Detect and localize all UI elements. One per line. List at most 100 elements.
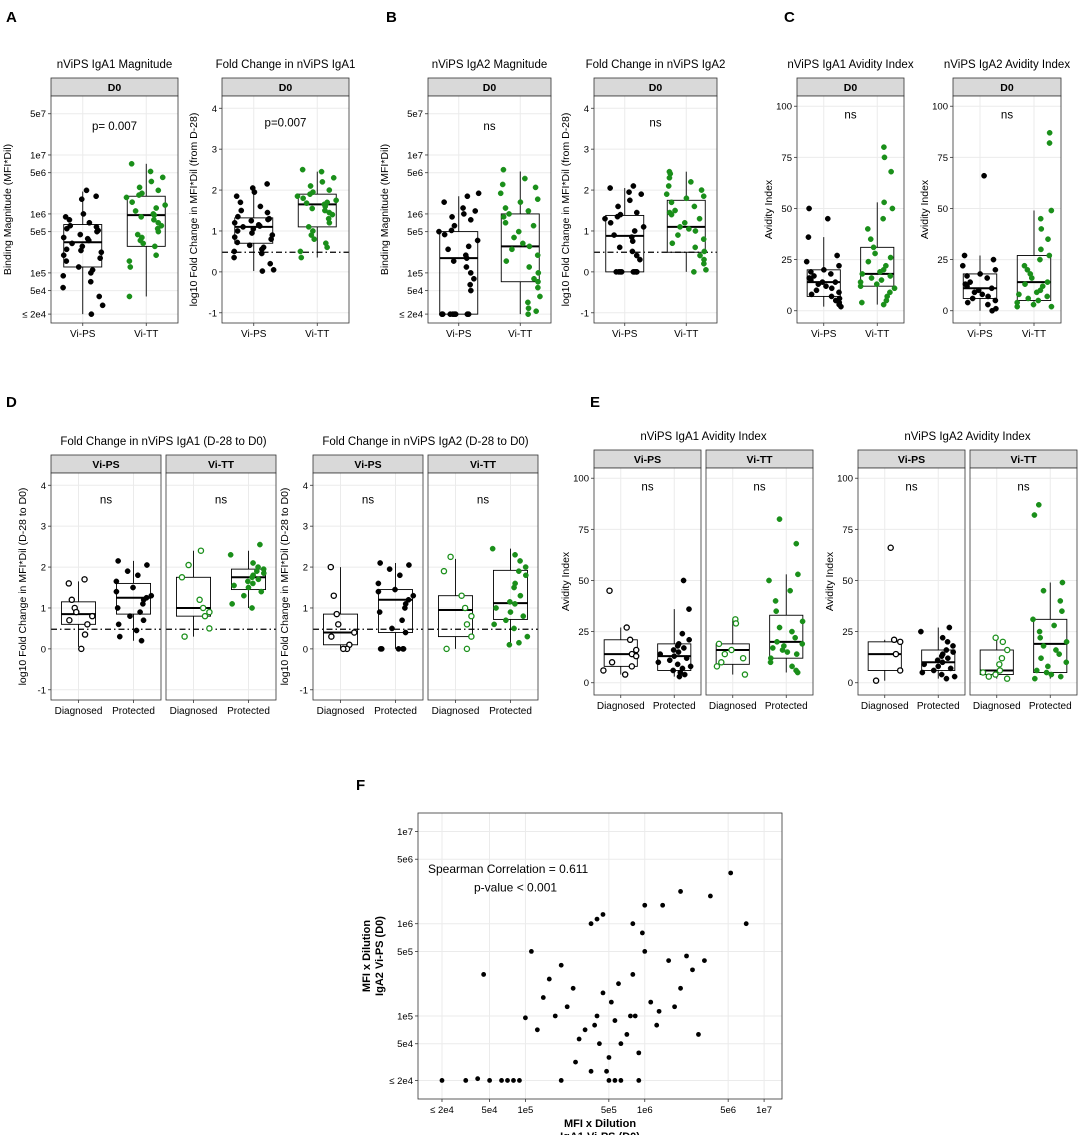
data-point-e2-1-11: [939, 659, 946, 666]
data-point-a1-0-0: [83, 187, 90, 194]
strip-label-e2-1: Vi-TT: [1010, 454, 1037, 466]
data-point-b1-1-0: [500, 166, 507, 173]
data-point-d1-1-12: [137, 609, 143, 615]
data-point-a1-0-9: [64, 225, 70, 232]
data-point-b2-1-2: [666, 174, 673, 181]
data-point-a2-1-3: [319, 179, 326, 185]
scatter-point-57: [594, 916, 600, 922]
data-point-a1-0-4: [62, 214, 69, 220]
data-point-b1-0-20: [471, 275, 477, 282]
data-point-d2-1-12: [399, 617, 405, 624]
panel-letter-c: C: [784, 9, 795, 26]
scatter-point-63: [743, 921, 749, 927]
data-point-c2-1-17: [1033, 289, 1040, 296]
data-point-c1-1-0: [881, 144, 887, 150]
box-a1-0: [63, 224, 103, 268]
data-point-e2-1-18: [951, 673, 958, 680]
data-point-c1-0-1: [824, 215, 831, 222]
data-point-e2-2-7: [992, 671, 999, 678]
data-point-b1-0-1: [464, 193, 471, 200]
x-tick-label-e1-0-0: Diagnosed: [597, 701, 645, 712]
data-point-b2-0-3: [638, 191, 645, 198]
data-point-e2-1-13: [935, 663, 942, 670]
data-point-d1-2-8: [181, 633, 188, 640]
data-point-b1-1-5: [534, 196, 541, 203]
data-point-b1-0-10: [436, 228, 442, 235]
plot-border-b1-0: [427, 95, 552, 324]
data-point-e1-1-8: [675, 649, 682, 655]
data-point-d1-1-14: [140, 617, 147, 624]
data-point-d1-1-0: [115, 558, 121, 564]
data-point-e1-2-3: [728, 646, 735, 654]
data-point-a2-1-1: [318, 168, 325, 175]
x-axis-label-f: MFI x Dilution: [564, 1118, 636, 1130]
y-tick-label-b1-3: 5e5: [407, 227, 423, 238]
data-point-c1-1-21: [857, 283, 864, 290]
box-b1-1: [500, 213, 540, 283]
data-point-e1-1-3: [686, 636, 692, 643]
data-point-b1-1-13: [515, 228, 522, 235]
annotation-e1-0: ns: [641, 481, 653, 493]
data-point-e2-3-21: [1031, 675, 1038, 682]
scatter-point-18: [546, 976, 552, 982]
data-point-e2-0-2: [896, 638, 904, 646]
plot-border-d2-1: [427, 472, 539, 701]
data-point-d2-3-5: [522, 572, 529, 579]
y-axis-label-e1: Avidity Index: [560, 551, 572, 611]
x-tick-label-c2-0-1: Vi-TT: [1022, 329, 1046, 340]
data-point-c1-0-8: [827, 271, 834, 277]
chart-title-b2: Fold Change in nViPS IgA2: [586, 59, 726, 71]
y-tick-label-b1-2: 1e5: [407, 268, 423, 279]
data-point-e2-3-2: [1059, 579, 1066, 586]
data-point-b1-0-26: [452, 311, 459, 318]
data-point-a2-1-21: [305, 224, 312, 230]
data-point-e1-1-0: [680, 577, 687, 584]
plot-border-e2-1: [969, 467, 1078, 696]
data-point-a2-0-14: [256, 223, 263, 229]
data-point-b1-0-9: [448, 227, 455, 234]
x-tick-label-f-0: ≤ 2e4: [430, 1105, 454, 1116]
data-point-e1-3-19: [767, 659, 774, 666]
data-point-d1-3-5: [253, 568, 260, 575]
data-point-d2-0-3: [335, 621, 342, 628]
y-tick-label-d1-1: 0: [41, 644, 46, 655]
x-tick-label-e1-1-1: Protected: [765, 701, 808, 712]
data-point-c1-1-16: [887, 273, 894, 279]
data-point-d2-3-12: [507, 609, 514, 615]
data-point-a2-0-31: [259, 268, 266, 274]
data-point-d1-1-13: [127, 613, 133, 620]
data-point-b1-1-29: [525, 311, 531, 318]
x-tick-label-f-6: 1e7: [756, 1105, 772, 1116]
data-point-e2-1-1: [918, 628, 924, 635]
data-point-a1-0-28: [87, 278, 94, 285]
data-point-d2-3-1: [512, 551, 518, 558]
data-point-e1-1-5: [674, 643, 681, 649]
data-point-a2-0-3: [233, 193, 240, 200]
data-point-b1-1-9: [506, 211, 512, 217]
data-point-a1-0-26: [88, 270, 94, 276]
data-point-b1-1-1: [522, 175, 528, 182]
data-point-e1-3-0: [776, 516, 783, 522]
data-point-b2-1-24: [697, 252, 703, 259]
data-point-a1-0-18: [63, 246, 70, 253]
x-tick-label-f-4: 1e6: [637, 1105, 653, 1116]
data-point-b2-0-17: [629, 248, 636, 255]
data-point-a1-0-1: [93, 193, 99, 200]
y-tick-label-c2-4: 100: [932, 102, 948, 113]
data-point-a1-1-14: [151, 212, 158, 218]
data-point-c2-1-0: [1046, 129, 1053, 136]
data-point-a1-1-20: [155, 228, 162, 235]
scatter-point-25: [582, 1027, 588, 1033]
plot-area-d2-1: [428, 473, 538, 700]
data-point-a1-1-28: [127, 264, 134, 270]
data-point-e2-1-2: [939, 634, 946, 641]
y-axis-label-a2: log10 Fold Change in MFI*Dil (from D-28): [188, 113, 200, 307]
data-point-c2-1-14: [1022, 281, 1028, 287]
data-point-c2-0-10: [964, 283, 970, 290]
data-point-e1-1-11: [683, 655, 690, 662]
data-point-a1-0-22: [97, 255, 103, 261]
scatter-point-6: [511, 1078, 516, 1083]
data-point-b1-1-11: [502, 219, 509, 226]
data-point-a1-0-20: [98, 249, 105, 256]
